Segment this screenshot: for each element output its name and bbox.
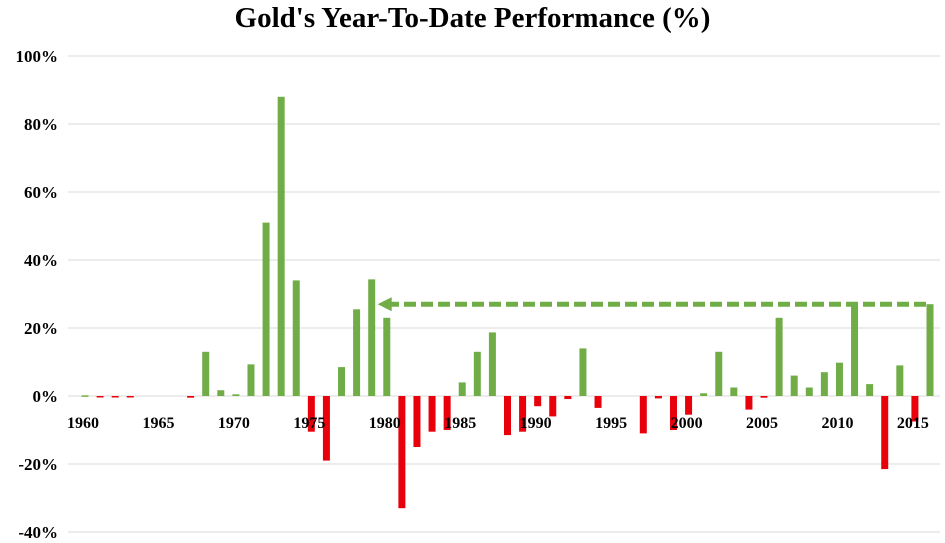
y-axis-tick-labels: 100% 80% 60% 40% 20% 0% -20% -40% <box>16 47 59 542</box>
bar <box>700 393 708 396</box>
bar <box>835 362 843 396</box>
bars <box>81 96 934 509</box>
bar <box>639 396 647 434</box>
bar <box>685 396 693 415</box>
bar <box>81 395 89 397</box>
bar <box>775 317 783 396</box>
bar <box>383 317 391 396</box>
x-tick-label: 2010 <box>821 415 853 432</box>
bar <box>488 332 496 396</box>
gridlines <box>68 55 940 533</box>
bar <box>926 304 934 396</box>
y-tick-label: -20% <box>18 455 58 474</box>
bar <box>322 396 330 461</box>
bar <box>202 351 210 396</box>
bar <box>247 364 255 396</box>
bar <box>262 222 270 396</box>
bar <box>96 396 104 398</box>
bar <box>292 280 300 396</box>
bar <box>217 390 225 396</box>
bar <box>820 372 828 396</box>
x-tick-label: 2015 <box>897 415 929 432</box>
bar <box>866 384 874 396</box>
bar <box>760 396 768 398</box>
x-tick-label: 2005 <box>746 415 778 432</box>
x-tick-label: 1990 <box>520 415 552 432</box>
bar <box>564 396 572 400</box>
x-tick-label: 1970 <box>218 415 250 432</box>
bar <box>519 396 527 432</box>
bar <box>594 396 602 408</box>
bar <box>579 348 587 396</box>
bar <box>338 367 346 396</box>
bar <box>443 396 451 430</box>
bar <box>654 396 662 399</box>
x-tick-label: 2000 <box>671 415 703 432</box>
bar <box>398 396 406 509</box>
bar <box>307 396 315 432</box>
bar <box>911 396 919 422</box>
x-tick-label: 1960 <box>67 415 99 432</box>
bar <box>428 396 436 432</box>
bar <box>368 279 376 396</box>
y-tick-label: 0% <box>33 387 59 406</box>
y-tick-label: 80% <box>24 115 58 134</box>
x-tick-label: 1975 <box>293 415 325 432</box>
y-tick-label: -40% <box>18 523 58 542</box>
bar <box>232 394 240 396</box>
bar <box>730 387 738 396</box>
bar <box>851 304 859 396</box>
bar <box>669 396 677 430</box>
bar <box>187 396 195 398</box>
x-tick-label: 1980 <box>369 415 401 432</box>
bar <box>715 351 723 396</box>
bar <box>745 396 753 410</box>
bar <box>504 396 511 436</box>
bar <box>790 375 798 396</box>
y-tick-label: 20% <box>24 319 58 338</box>
bar <box>549 396 557 417</box>
x-tick-label: 1965 <box>142 415 174 432</box>
y-tick-label: 40% <box>24 251 58 270</box>
bar <box>534 396 542 407</box>
bar <box>111 396 119 398</box>
bar <box>126 396 134 398</box>
bar <box>353 309 361 396</box>
y-tick-label: 100% <box>16 47 59 66</box>
x-tick-label: 1995 <box>595 415 627 432</box>
y-tick-label: 60% <box>24 183 58 202</box>
dashed-arrow-annotation <box>377 297 926 312</box>
chart-title: Gold's Year-To-Date Performance (%) <box>234 2 711 34</box>
bar <box>277 96 285 397</box>
bar <box>896 365 904 396</box>
x-axis-tick-labels: 1960 1965 1970 1975 1980 1985 1990 1995 2000 2005… <box>67 415 929 432</box>
arrow-head <box>377 297 392 312</box>
x-tick-label: 1985 <box>444 415 476 432</box>
bar <box>458 382 466 396</box>
bar <box>805 387 813 396</box>
bar <box>413 396 421 447</box>
bar <box>473 351 481 396</box>
bar <box>881 396 889 470</box>
